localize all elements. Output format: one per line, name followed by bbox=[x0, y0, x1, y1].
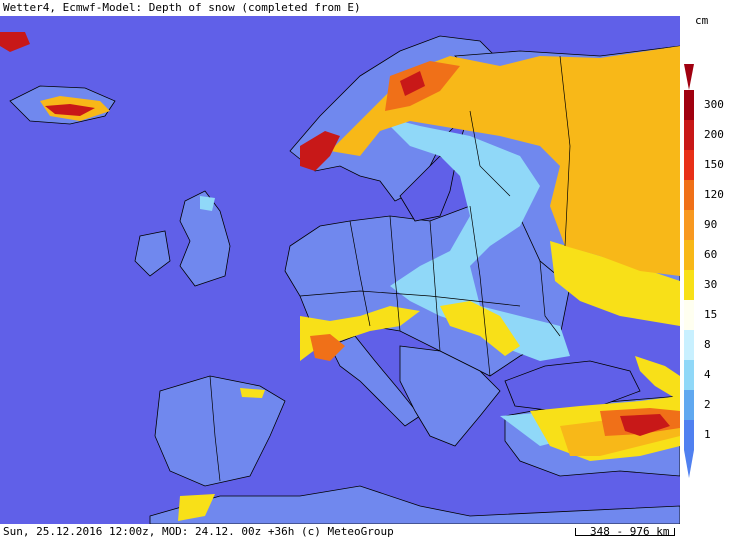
scale-text: 348 - 976 km bbox=[590, 525, 670, 538]
legend-swatch-90 bbox=[684, 210, 694, 240]
legend-swatch-8 bbox=[684, 330, 694, 360]
legend-tick-label: 200 bbox=[704, 128, 724, 141]
legend-swatch-30 bbox=[684, 270, 694, 300]
legend-top-arrow bbox=[684, 64, 694, 90]
legend-swatch-300 bbox=[684, 90, 694, 120]
legend-bottom-arrow bbox=[684, 450, 694, 478]
legend-colorbar bbox=[684, 64, 694, 478]
map-footer: Sun, 25.12.2016 12:00z, MOD: 24.12. 00z … bbox=[0, 524, 740, 540]
map-title: Wetter4, Ecmwf-Model: Depth of snow (com… bbox=[0, 0, 680, 16]
legend-swatch-60 bbox=[684, 240, 694, 270]
legend-tick-label: 30 bbox=[704, 278, 718, 291]
legend-unit: cm bbox=[695, 14, 709, 27]
legend-tick-label: 150 bbox=[704, 158, 724, 171]
legend-swatch-150 bbox=[684, 150, 694, 180]
baltic-sea bbox=[399, 155, 456, 222]
legend-tick-label: 8 bbox=[704, 338, 711, 351]
snow-layer-red bbox=[0, 32, 670, 436]
legend-tick-label: 120 bbox=[704, 188, 724, 201]
country-borders bbox=[209, 55, 571, 482]
legend-tick-label: 4 bbox=[704, 368, 711, 381]
footer-text: Sun, 25.12.2016 12:00z, MOD: 24.12. 00z … bbox=[3, 525, 394, 538]
legend bbox=[680, 0, 740, 524]
legend-swatch-1 bbox=[684, 420, 694, 450]
legend-tick-label: 2 bbox=[704, 398, 711, 411]
black-sea bbox=[504, 360, 641, 412]
legend-tick-label: 60 bbox=[704, 248, 718, 261]
legend-swatch-4 bbox=[684, 360, 694, 390]
legend-tick-label: 90 bbox=[704, 218, 718, 231]
legend-swatch-120 bbox=[684, 180, 694, 210]
legend-tick-label: 1 bbox=[704, 428, 711, 441]
legend-swatch-2 bbox=[684, 390, 694, 420]
legend-tick-label: 300 bbox=[704, 98, 724, 111]
scale-bar bbox=[575, 528, 675, 536]
legend-swatch-200 bbox=[684, 120, 694, 150]
legend-tick-label: 15 bbox=[704, 308, 718, 321]
snow-depth-map bbox=[0, 16, 680, 524]
legend-swatch-15 bbox=[684, 300, 694, 330]
